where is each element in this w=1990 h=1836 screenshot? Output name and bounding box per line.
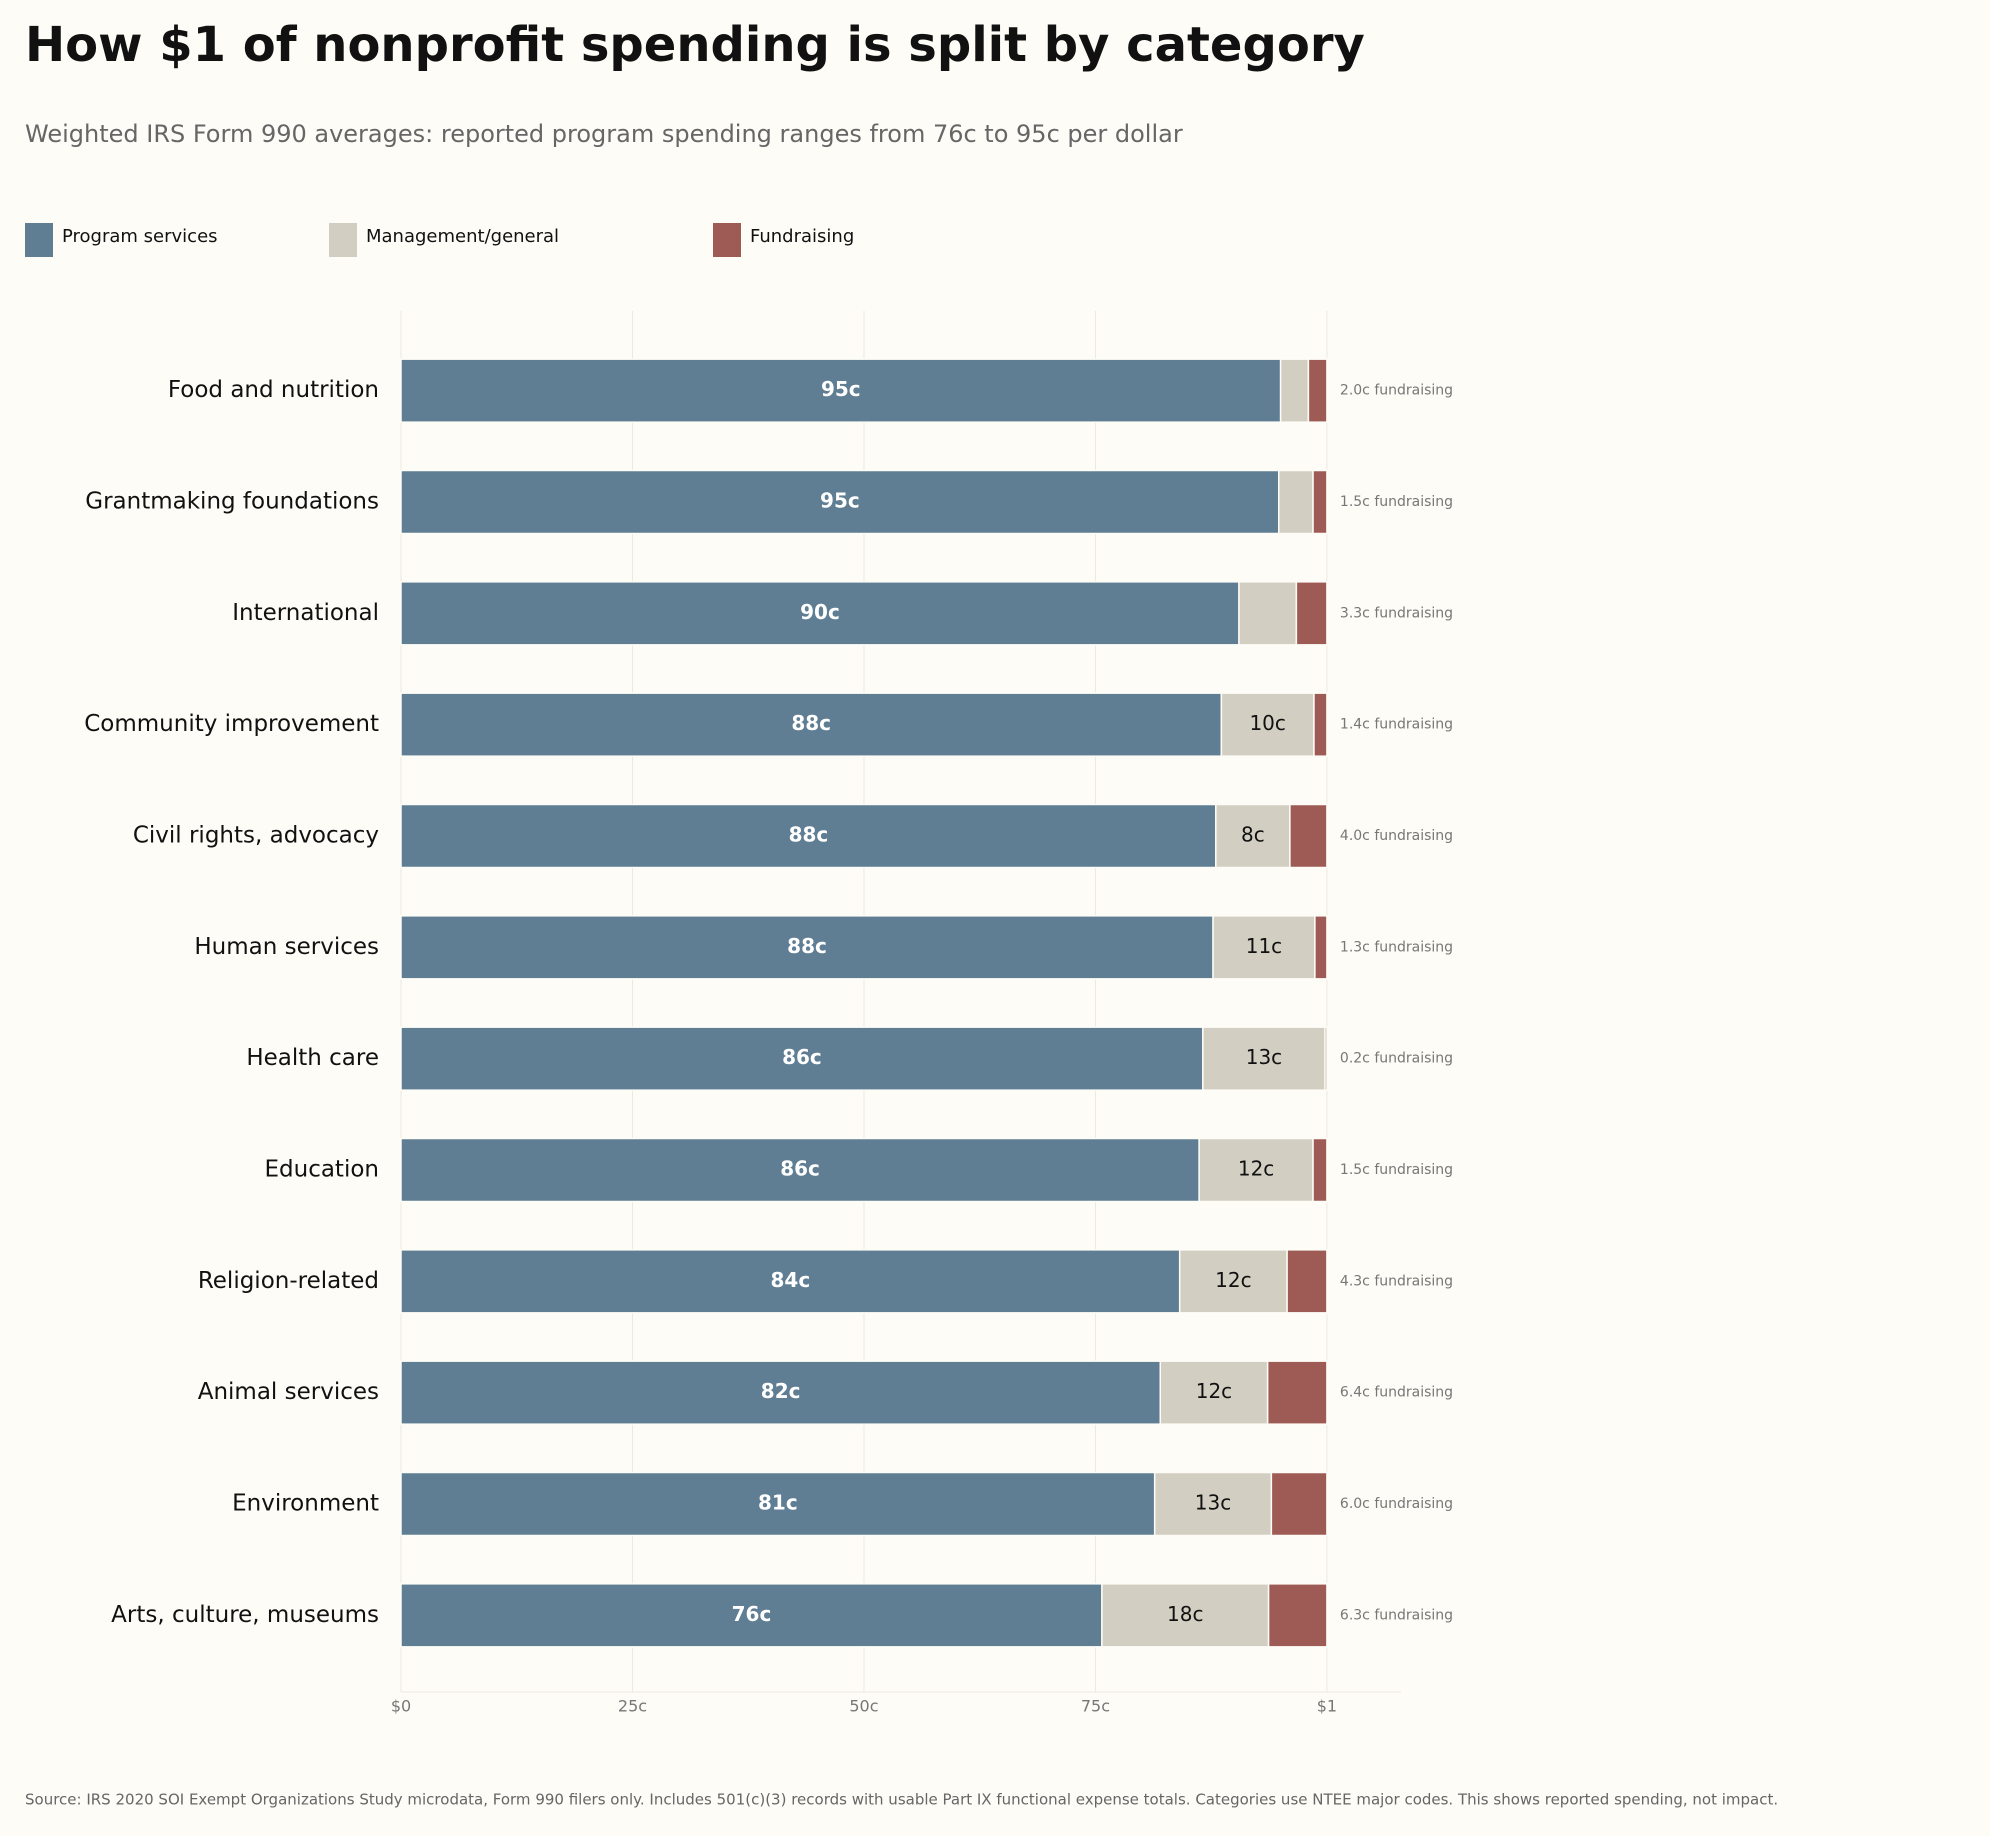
bar-segment xyxy=(400,581,1240,646)
x-tick-label: 75c xyxy=(1081,1697,1110,1716)
bar-segment xyxy=(400,692,1223,757)
source-note: Source: IRS 2020 SOI Exempt Organization… xyxy=(25,1791,1778,1809)
fundraising-note: 1.3c fundraising xyxy=(1340,939,1453,955)
x-tick-label: $0 xyxy=(391,1697,411,1716)
value-label: 95c xyxy=(821,377,861,401)
y-tick-label: Community improvement xyxy=(84,711,379,737)
bar-segment xyxy=(400,1583,1103,1648)
fundraising-note: 6.0c fundraising xyxy=(1340,1496,1453,1512)
bar-segment xyxy=(1238,581,1298,646)
legend-swatch xyxy=(25,223,53,257)
x-tick-label: 25c xyxy=(618,1697,647,1716)
bar-segment xyxy=(1266,1360,1328,1425)
value-label: 88c xyxy=(789,823,829,847)
value-label: 11c xyxy=(1246,934,1282,958)
fundraising-note: 6.4c fundraising xyxy=(1340,1385,1453,1401)
bar-segment xyxy=(400,1026,1204,1091)
bar-segment xyxy=(400,469,1280,535)
fundraising-note: 4.0c fundraising xyxy=(1340,828,1453,844)
value-label: 95c xyxy=(820,489,860,513)
fundraising-note: 6.3c fundraising xyxy=(1340,1607,1453,1623)
y-tick-label: Environment xyxy=(232,1491,379,1517)
bar-segment xyxy=(1289,803,1328,869)
value-label: 8c xyxy=(1241,823,1265,847)
y-tick-label: Religion-related xyxy=(198,1268,379,1294)
value-label: 88c xyxy=(787,934,827,958)
legend-label: Fundraising xyxy=(750,226,854,247)
value-label: 86c xyxy=(782,1045,822,1069)
legend-label: Program services xyxy=(62,226,218,247)
value-label: 88c xyxy=(791,711,831,735)
bar-segment xyxy=(1295,581,1328,646)
bar-segment xyxy=(400,1471,1156,1537)
value-label: 86c xyxy=(780,1157,820,1181)
chart-subtitle: Weighted IRS Form 990 averages: reported… xyxy=(25,120,1183,148)
value-label: 81c xyxy=(758,1491,798,1515)
bar-segment xyxy=(400,803,1217,869)
bar-segment xyxy=(1101,1583,1270,1648)
chart-title: How $1 of nonprofit spending is split by… xyxy=(25,17,1365,73)
value-label: 13c xyxy=(1246,1045,1282,1069)
fundraising-note: 1.5c fundraising xyxy=(1340,494,1453,510)
bar-segment xyxy=(1212,915,1316,980)
bar-segment xyxy=(1313,692,1328,757)
y-tick-label: Grantmaking foundations xyxy=(85,489,379,515)
bar-segment xyxy=(1178,1249,1288,1314)
bar-segment xyxy=(1270,1471,1328,1537)
value-label: 13c xyxy=(1195,1491,1231,1515)
value-label: 18c xyxy=(1167,1602,1203,1626)
bar-segment xyxy=(1324,1026,1328,1091)
bar-segment xyxy=(400,1137,1200,1203)
fundraising-note: 3.3c fundraising xyxy=(1340,605,1453,621)
value-label: 12c xyxy=(1196,1379,1232,1403)
bar-segment xyxy=(400,1360,1162,1425)
bar-segment xyxy=(1312,1137,1328,1203)
bar-segment xyxy=(1198,1137,1314,1203)
bar-segment xyxy=(400,915,1214,980)
bar-segment xyxy=(1278,469,1314,535)
value-label: 90c xyxy=(800,600,840,624)
y-tick-label: Health care xyxy=(246,1045,379,1071)
fundraising-note: 1.4c fundraising xyxy=(1340,717,1453,733)
y-tick-label: Animal services xyxy=(198,1379,379,1405)
y-tick-label: Arts, culture, museums xyxy=(111,1602,379,1628)
bar-segment xyxy=(1267,1583,1328,1648)
y-tick-label: Food and nutrition xyxy=(168,377,379,403)
bar-segment xyxy=(1286,1249,1328,1314)
legend-swatch xyxy=(329,223,357,257)
bar-segment xyxy=(1215,803,1291,869)
x-tick-label: 50c xyxy=(849,1697,878,1716)
y-tick-label: International xyxy=(232,600,379,626)
y-tick-label: Education xyxy=(264,1157,379,1183)
value-label: 76c xyxy=(732,1602,772,1626)
bar-segment xyxy=(1307,358,1328,423)
bar-segment xyxy=(1314,915,1328,980)
value-label: 12c xyxy=(1238,1157,1274,1181)
fundraising-note: 1.5c fundraising xyxy=(1340,1162,1453,1178)
fundraising-note: 4.3c fundraising xyxy=(1340,1273,1453,1289)
bar-segment xyxy=(1153,1471,1273,1537)
y-tick-label: Civil rights, advocacy xyxy=(133,823,379,849)
x-tick-label: $1 xyxy=(1317,1697,1337,1716)
value-label: 10c xyxy=(1249,711,1285,735)
bar-segment xyxy=(1202,1026,1326,1091)
legend-swatch xyxy=(713,223,741,257)
bar-segment xyxy=(400,1249,1181,1314)
legend-label: Management/general xyxy=(366,226,559,247)
fundraising-note: 2.0c fundraising xyxy=(1340,383,1453,399)
bar-segment xyxy=(1159,1360,1269,1425)
bar-segment xyxy=(1312,469,1328,535)
bar-segment xyxy=(1220,692,1315,757)
bar-segment xyxy=(1279,358,1310,423)
value-label: 84c xyxy=(771,1268,811,1292)
y-tick-label: Human services xyxy=(194,934,379,960)
value-label: 12c xyxy=(1215,1268,1251,1292)
value-label: 82c xyxy=(761,1379,801,1403)
fundraising-note: 0.2c fundraising xyxy=(1340,1051,1453,1067)
